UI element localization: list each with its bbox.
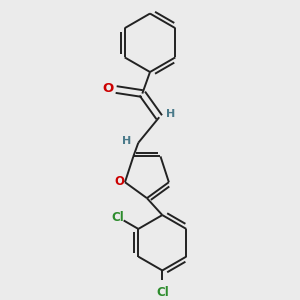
Text: H: H: [166, 109, 176, 118]
Text: Cl: Cl: [156, 286, 169, 299]
Text: Cl: Cl: [112, 212, 124, 224]
Text: O: O: [114, 175, 124, 188]
Text: O: O: [102, 82, 113, 95]
Text: H: H: [122, 136, 131, 146]
